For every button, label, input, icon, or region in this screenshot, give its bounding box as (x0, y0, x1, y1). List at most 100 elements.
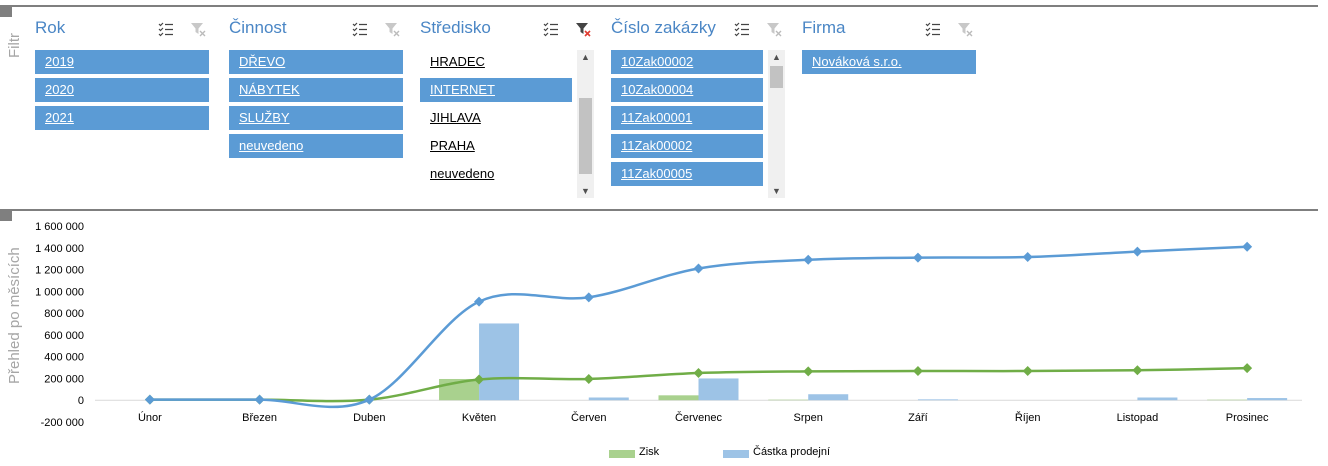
slicer-item-list: HRADEC INTERNET JIHLAVA PRAHA neuvedeno (420, 50, 572, 190)
slicer-item[interactable]: neuvedeno (430, 166, 495, 181)
y-tick-label: -200 000 (41, 417, 84, 429)
bar-1-6 (808, 394, 849, 401)
slicer-item[interactable]: 2019 (35, 50, 209, 74)
x-tick-label: Červen (571, 411, 606, 424)
chart-top-border (0, 209, 1318, 211)
slicer-item[interactable]: JIHLAVA (430, 110, 481, 125)
bar-0-10 (1207, 399, 1248, 401)
slicer-item[interactable]: 2020 (35, 78, 209, 102)
slicer-item-list: 2019 2020 2021 (35, 50, 209, 134)
x-tick-label: Duben (353, 412, 385, 424)
clear-filter-icon[interactable] (383, 20, 401, 38)
x-tick-label: Únor (138, 411, 162, 424)
multi-select-icon[interactable] (351, 20, 369, 38)
legend-label: Částka prodejní (753, 446, 831, 458)
slicer-item[interactable]: 10Zak00002 (611, 50, 763, 74)
slicer-item[interactable]: NÁBYTEK (229, 78, 403, 102)
clear-filter-icon[interactable] (189, 20, 207, 38)
slicer-2: Činnost DŘEVO NÁBYTEK SLUŽBY neuvedeno (229, 12, 423, 200)
slicer-scrollbar[interactable]: ▲ ▼ (768, 50, 785, 198)
bar-1-10 (1247, 398, 1288, 401)
marker-2-7 (912, 366, 923, 377)
marker-3-6 (803, 254, 814, 265)
multi-select-icon[interactable] (733, 20, 751, 38)
y-tick-label: 800 000 (44, 308, 84, 320)
marker-3-4 (583, 292, 594, 303)
slicer-item[interactable]: Nováková s.r.o. (802, 50, 976, 74)
marker-2-6 (803, 366, 814, 377)
clear-filter-icon[interactable] (574, 20, 592, 38)
marker-3-10 (1242, 241, 1253, 252)
slicer-header: Činnost (229, 12, 423, 46)
x-tick-label: Březen (242, 412, 277, 424)
y-tick-label: 0 (78, 395, 84, 407)
legend-swatch (609, 450, 635, 458)
scroll-thumb[interactable] (579, 98, 592, 174)
slicer-item[interactable]: 10Zak00004 (611, 78, 763, 102)
slicer-item[interactable]: HRADEC (430, 54, 485, 69)
slicer-item-list: DŘEVO NÁBYTEK SLUŽBY neuvedeno (229, 50, 403, 162)
y-tick-label: 400 000 (44, 352, 84, 364)
x-tick-label: Květen (462, 412, 496, 424)
x-tick-label: Listopad (1117, 412, 1159, 424)
y-tick-label: 600 000 (44, 330, 84, 342)
marker-3-5 (693, 263, 704, 274)
multi-select-icon[interactable] (924, 20, 942, 38)
scroll-thumb[interactable] (770, 66, 783, 88)
slicer-title: Činnost (229, 18, 287, 37)
marker-3-9 (1132, 246, 1143, 257)
slicer-header: Rok (35, 12, 229, 46)
slicer-item[interactable]: 11Zak00002 (611, 134, 763, 158)
slicer-item[interactable]: INTERNET (420, 78, 572, 102)
marker-3-7 (912, 252, 923, 263)
slicer-header: Středisko (420, 12, 614, 46)
slicer-item-list: 10Zak00002 10Zak00004 11Zak00001 11Zak00002… (611, 50, 763, 190)
multi-select-icon[interactable] (157, 20, 175, 38)
x-tick-label: Červenec (675, 411, 723, 424)
marker-3-1 (254, 394, 265, 405)
clear-filter-icon[interactable] (765, 20, 783, 38)
marker-3-8 (1022, 252, 1033, 263)
slicer-item[interactable]: 11Zak00001 (611, 106, 763, 130)
slicer-item[interactable]: PRAHA (430, 138, 475, 153)
slicer-header: Číslo zakázky (611, 12, 805, 46)
slicer-header: Firma (802, 12, 996, 46)
x-tick-label: Prosinec (1226, 412, 1269, 424)
bar-1-5 (698, 378, 739, 401)
slicer-item[interactable]: 11Zak00005 (611, 162, 763, 186)
scroll-down-icon[interactable]: ▼ (772, 186, 781, 196)
filter-top-border (0, 5, 1318, 7)
scroll-up-icon[interactable]: ▲ (772, 52, 781, 62)
scroll-up-icon[interactable]: ▲ (581, 52, 590, 62)
bar-1-9 (1137, 397, 1178, 401)
marker-3-0 (144, 394, 155, 405)
marker-2-4 (583, 373, 594, 384)
clear-filter-icon[interactable] (956, 20, 974, 38)
slicer-title: Rok (35, 18, 66, 37)
multi-select-icon[interactable] (542, 20, 560, 38)
slicer-title: Středisko (420, 18, 491, 37)
slicer-scrollbar[interactable]: ▲ ▼ (577, 50, 594, 198)
legend-label: Zisk (639, 446, 660, 458)
x-tick-label: Říjen (1015, 411, 1041, 424)
slicer-item[interactable]: SLUŽBY (229, 106, 403, 130)
bar-0-6 (768, 399, 809, 401)
slicer-item[interactable]: DŘEVO (229, 50, 403, 74)
x-tick-label: Srpen (794, 412, 823, 424)
y-tick-label: 1 200 000 (35, 265, 84, 277)
chart-section-handle[interactable] (0, 209, 12, 221)
y-tick-label: 1 600 000 (35, 221, 84, 233)
slicer-item[interactable]: neuvedeno (229, 134, 403, 158)
bar-0-5 (658, 395, 699, 401)
marker-3-2 (364, 394, 375, 405)
slicer-4: Číslo zakázky 10Zak00002 10Zak00004 11Zak00… (611, 12, 805, 200)
y-tick-label: 1 400 000 (35, 243, 84, 255)
filter-section-handle[interactable] (0, 5, 12, 17)
slicer-item[interactable]: 2021 (35, 106, 209, 130)
bar-1-4 (588, 397, 629, 401)
slicer-5: Firma Nováková s.r.o. (802, 12, 996, 200)
marker-3-3 (474, 296, 485, 307)
scroll-down-icon[interactable]: ▼ (581, 186, 590, 196)
marker-2-3 (474, 374, 485, 385)
